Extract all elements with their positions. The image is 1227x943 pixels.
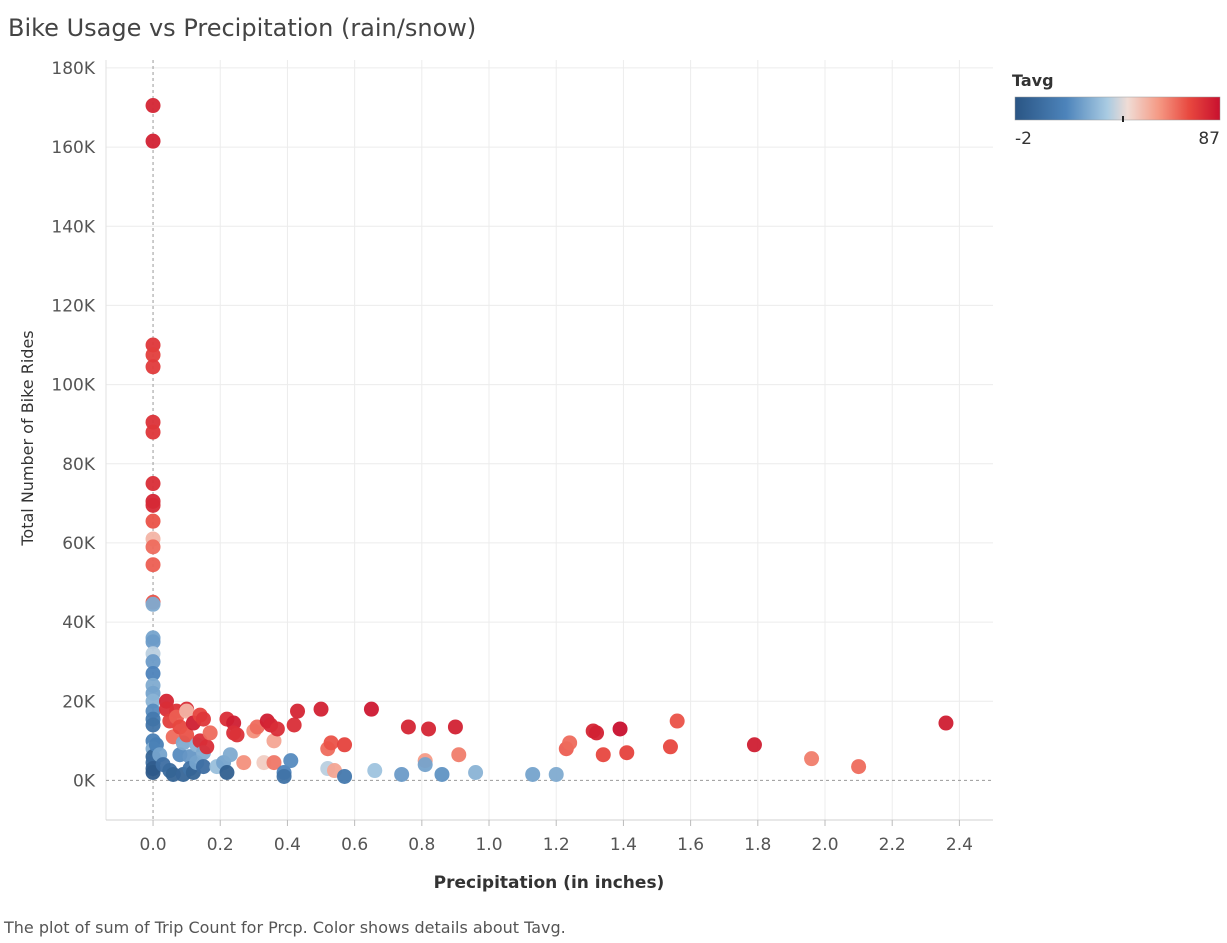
scatter-point[interactable] [468,765,484,780]
x-tick-label: 1.0 [475,835,502,855]
legend-max-label: 87 [1198,129,1220,149]
scatter-point[interactable] [229,727,245,743]
scatter-point[interactable] [145,513,161,529]
scatter-point[interactable] [562,735,578,751]
scatter-point[interactable] [746,737,762,753]
scatter-point[interactable] [145,424,161,440]
scatter-point[interactable] [619,745,635,761]
grid-layer [105,60,993,821]
scatter-point[interactable] [337,737,353,753]
x-tick-label: 2.0 [811,835,838,855]
scatter-point[interactable] [417,757,433,773]
chart-title: Bike Usage vs Precipitation (rain/snow) [8,14,477,42]
scatter-point[interactable] [145,666,161,682]
y-tick-label: 60K [62,534,96,554]
x-tick-label: 0.0 [140,835,167,855]
scatter-point[interactable] [525,766,541,782]
scatter-point[interactable] [276,768,292,784]
scatter-point[interactable] [145,765,161,780]
scatter-point[interactable] [202,725,218,741]
scatter-point[interactable] [434,766,450,782]
scatter-point[interactable] [266,733,282,749]
scatter-point[interactable] [595,747,611,763]
scatter-point[interactable] [145,539,161,555]
scatter-point[interactable] [145,557,161,573]
color-legend: Tavg -2 87 [1012,71,1221,149]
scatter-point[interactable] [199,739,215,755]
scatter-point[interactable] [145,98,161,114]
x-tick-label: 2.2 [879,835,906,855]
scatter-point[interactable] [421,721,437,737]
scatter-point[interactable] [447,719,463,735]
chart-caption: The plot of sum of Trip Count for Prcp. … [4,918,566,937]
point-layer [145,98,954,784]
scatter-point[interactable] [669,713,685,729]
x-tick-label: 1.8 [744,835,771,855]
scatter-point[interactable] [323,735,339,751]
x-tick-label: 2.4 [946,835,973,855]
legend-min-label: -2 [1015,129,1032,149]
y-tick-label: 40K [62,613,96,633]
x-tick-label: 1.4 [610,835,637,855]
scatter-point[interactable] [145,634,161,650]
y-tick-label: 100K [51,376,95,396]
scatter-point[interactable] [266,755,282,771]
scatter-point[interactable] [290,703,306,719]
scatter-point[interactable] [145,596,161,612]
scatter-point[interactable] [804,751,820,767]
scatter-point[interactable] [938,715,954,731]
scatter-point[interactable] [589,725,605,741]
x-tick-label: 0.8 [408,835,435,855]
axis-layer: 0.0 0.2 0.4 0.6 0.8 1.0 1.2 1.4 1.6 1.8 2.0 2.2 2.4 0… [51,59,973,855]
y-tick-label: 20K [62,692,96,712]
scatter-point[interactable] [851,759,867,775]
scatter-point[interactable] [236,755,252,771]
x-tick-label: 0.2 [207,835,234,855]
scatter-point[interactable] [195,711,211,727]
scatter-point[interactable] [367,763,383,779]
scatter-point[interactable] [195,759,211,775]
scatter-point[interactable] [451,747,467,763]
y-tick-label: 180K [51,59,95,79]
x-axis-label: Precipitation (in inches) [434,873,665,893]
scatter-point[interactable] [286,717,302,733]
scatter-point[interactable] [400,719,416,735]
scatter-point[interactable] [222,747,238,763]
y-axis-label: Total Number of Bike Rides [18,330,37,546]
scatter-point[interactable] [145,359,161,375]
scatter-point[interactable] [363,701,379,717]
y-tick-label: 120K [51,296,95,316]
scatter-point[interactable] [145,476,161,492]
y-tick-label: 140K [51,217,95,237]
x-tick-label: 0.6 [341,835,368,855]
scatter-point[interactable] [219,765,235,780]
scatter-point[interactable] [145,133,161,149]
scatter-point[interactable] [145,717,161,733]
scatter-point[interactable] [145,654,161,670]
y-tick-label: 80K [62,455,96,475]
scatter-point[interactable] [313,701,329,717]
x-tick-label: 1.6 [677,835,704,855]
scatter-point[interactable] [394,766,410,782]
scatter-point[interactable] [179,727,195,743]
y-tick-label: 0K [73,771,96,791]
scatter-point[interactable] [612,721,628,737]
scatter-point[interactable] [337,768,353,784]
scatter-point[interactable] [179,703,195,719]
scatter-point[interactable] [283,753,299,769]
x-tick-label: 1.2 [543,835,570,855]
y-tick-label: 160K [51,138,95,158]
legend-title: Tavg [1012,71,1054,90]
scatter-point[interactable] [145,347,161,363]
scatter-point[interactable] [145,497,161,513]
legend-gradient-bar [1014,96,1221,121]
scatter-point[interactable] [269,721,285,737]
scatter-point[interactable] [548,766,564,782]
scatter-point[interactable] [662,739,678,755]
x-tick-label: 0.4 [274,835,301,855]
